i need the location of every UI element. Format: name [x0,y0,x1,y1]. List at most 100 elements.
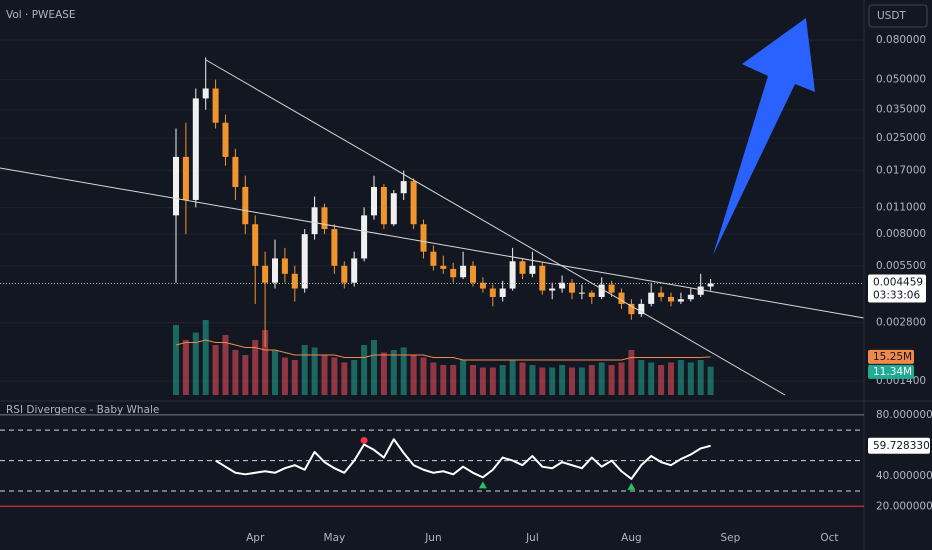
candle-body [371,186,377,216]
candle-body [648,292,655,304]
y-tick-label: 0.011000 [876,201,926,213]
volume-bar [539,367,546,395]
label-layer: 0.080000 0.050000 0.035000 0.025000 0.017000… [246,34,932,544]
trend-line [205,59,786,396]
candle-body [361,215,368,259]
candle-body [331,229,338,266]
volume-bar [281,357,288,395]
candle-body [301,234,308,289]
volume-bar [361,345,368,395]
volume-bar [697,360,704,395]
candle-body [578,292,585,294]
volume-bar [668,362,674,395]
candle-body [232,156,239,187]
candle-body [677,299,684,302]
volume-bar [499,365,506,395]
bearish-signal [360,436,368,444]
candle-layer [0,57,864,347]
volume-bar [291,360,298,395]
candle-body [499,288,506,297]
candle-body [262,265,269,283]
candle-body [351,258,358,283]
volume-bar [192,332,199,395]
candle-body [687,294,694,300]
candle-body [707,283,714,287]
volume-bar [202,320,209,395]
currency-label[interactable]: USDT [877,10,906,22]
candle-body [549,288,556,291]
volume-bar [222,335,229,395]
candle-body [618,292,625,304]
x-tick-label: Apr [246,532,265,544]
volume-bar [598,362,605,395]
candle-body [519,261,526,274]
y-tick-label: 0.050000 [876,74,926,86]
candle-body [420,224,427,252]
volume-layer [173,320,714,395]
candle-body [697,286,704,295]
volume-bar [648,362,655,395]
candle-body [470,265,476,283]
candle-body [242,186,249,225]
candle-body [539,265,546,291]
candle-body [173,156,179,216]
volume-tag-label: 11.34M [873,366,912,378]
volume-bar [638,360,645,395]
y-tick-label: 40.000000 [876,470,932,482]
rsi-tag [868,437,930,454]
volume-bar [578,367,585,395]
volume-bar [658,365,665,395]
volume-ma-line [175,339,711,361]
candle-body [559,282,566,289]
rsi-tag-label: 59.728330 [873,440,930,452]
candle-body [608,284,615,293]
volume-bar [311,347,318,395]
x-tick-label: Jul [525,532,539,544]
volume-tag [868,364,914,379]
volume-bar [618,362,625,395]
x-tick-label: Jun [424,532,441,544]
indicator-title: RSI Divergence - Baby Whale [6,404,159,416]
candle-body [222,122,229,157]
volume-bar [351,360,358,395]
volume-bar [301,345,308,395]
volume-bar [430,362,437,395]
y-tick-label: 0.002800 [876,317,926,329]
x-tick-label: Sep [721,532,741,544]
candle-body [638,303,645,315]
candle-body [668,296,674,302]
volume-ma-tag-label: 15.25M [873,351,912,363]
volume-bar [489,367,496,395]
volume-bar [410,355,417,395]
y-tick-label: 0.008000 [876,228,926,240]
y-tick-label: 0.017000 [876,165,926,177]
candle-body [529,265,536,274]
candle-body [628,303,635,315]
candle-body [598,284,605,297]
volume-bar [252,340,259,395]
candle-body [272,258,278,283]
candle-body [291,273,298,289]
volume-bar [262,330,269,395]
volume-bar [569,367,575,395]
volume-bar [509,360,516,395]
volume-bar [331,357,338,395]
x-tick-label: Oct [820,532,838,544]
volume-bar [390,350,397,395]
candle-body [212,88,219,123]
countdown-label: 03:33:06 [873,289,920,301]
candle-body [489,288,496,297]
volume-bar [371,340,377,395]
volume-bar [440,365,447,395]
candle-body [430,251,437,266]
currency-box[interactable] [868,4,928,28]
volume-bar [519,362,526,395]
volume-bar [707,366,714,395]
chart-title: Vol · PWEASE [6,9,76,21]
x-tick-label: Aug [621,532,642,544]
bullish-signal [478,481,487,489]
volume-bar [470,365,476,395]
volume-bar [687,362,694,395]
candle-body [400,181,407,194]
candle-body [380,186,387,225]
